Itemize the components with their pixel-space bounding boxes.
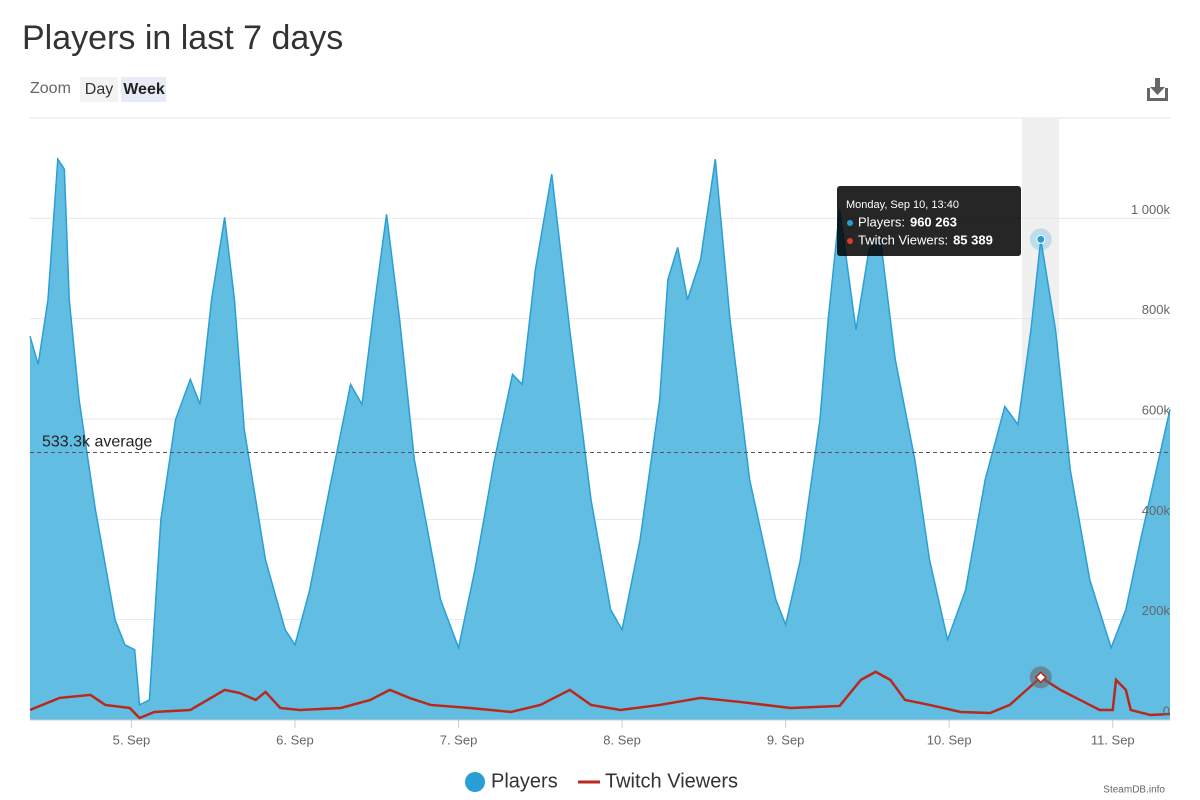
series-line bbox=[29, 156, 1171, 707]
zoom-label: Zoom bbox=[30, 80, 71, 97]
zoom-week-button[interactable] bbox=[121, 77, 166, 102]
credit: SteamDB.info bbox=[1103, 785, 1165, 796]
zoom-day[interactable]: Day bbox=[85, 81, 113, 98]
download-icon[interactable] bbox=[1147, 78, 1168, 101]
x-tick-label: 9. Sep bbox=[767, 732, 805, 747]
chart-title: Players in last 7 days bbox=[22, 19, 343, 57]
legend-label: Players bbox=[491, 770, 558, 792]
x-tick-label: 7. Sep bbox=[440, 732, 478, 747]
average-label: 533.3k average bbox=[42, 434, 152, 451]
legend-label: Twitch Viewers bbox=[605, 770, 738, 792]
zoom-day-button[interactable] bbox=[80, 77, 118, 102]
tooltip-label: Twitch Viewers: bbox=[858, 232, 948, 247]
hover-point bbox=[1034, 671, 1047, 684]
y-tick-label: 0 bbox=[1163, 703, 1170, 718]
tooltip-title: Monday, Sep 10, 13:40 bbox=[846, 199, 959, 211]
x-tick-label: 10. Sep bbox=[927, 732, 972, 747]
zoom-week[interactable]: Week bbox=[123, 81, 165, 98]
x-tick-label: 5. Sep bbox=[113, 732, 151, 747]
tooltip-dot bbox=[847, 238, 853, 244]
y-tick-label: 600k bbox=[1142, 402, 1171, 417]
series-line bbox=[29, 670, 1171, 720]
x-tick-label: 8. Sep bbox=[603, 732, 641, 747]
legend-swatch bbox=[465, 772, 485, 792]
tooltip-dot bbox=[847, 220, 853, 226]
y-tick-label: 1 000k bbox=[1131, 202, 1171, 217]
x-tick-label: 11. Sep bbox=[1091, 732, 1135, 747]
hover-point bbox=[1036, 234, 1046, 244]
y-tick-label: 200k bbox=[1142, 603, 1171, 618]
y-tick-label: 400k bbox=[1142, 503, 1171, 518]
x-tick-label: 6. Sep bbox=[276, 732, 314, 747]
tooltip-value: 85 389 bbox=[953, 232, 993, 247]
tooltip-value: 960 263 bbox=[910, 214, 957, 229]
players-area bbox=[30, 159, 1170, 721]
tooltip-box bbox=[837, 186, 1021, 256]
tooltip-label: Players: bbox=[858, 214, 905, 229]
y-tick-label: 800k bbox=[1142, 302, 1171, 317]
